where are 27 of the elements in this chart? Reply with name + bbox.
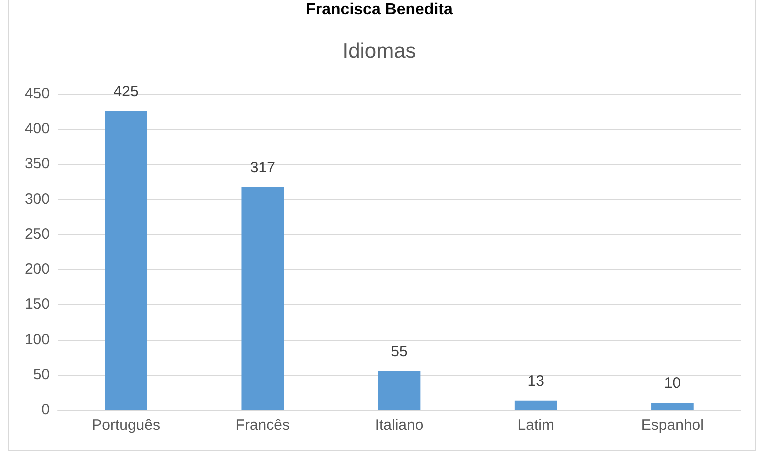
bar xyxy=(242,187,284,410)
y-tick-label: 200 xyxy=(24,261,50,278)
data-label: 13 xyxy=(528,372,544,390)
y-tick-label: 300 xyxy=(24,190,50,208)
bar xyxy=(105,112,148,410)
data-label: 10 xyxy=(664,374,682,392)
y-tick-label: 350 xyxy=(24,156,50,173)
y-tick-label: 450 xyxy=(24,86,50,102)
chart-title: Idiomas xyxy=(342,40,416,63)
y-tick-label: 0 xyxy=(42,402,50,418)
data-label: 317 xyxy=(250,159,276,176)
data-label: 425 xyxy=(114,84,139,101)
x-tick-label: Latim xyxy=(518,417,554,434)
x-tick-label: Italiano xyxy=(375,417,424,434)
x-tick-label: Espanhol xyxy=(641,417,704,434)
text: Francisca Benedita xyxy=(306,2,453,18)
data-label: 55 xyxy=(391,343,408,360)
bar xyxy=(378,371,421,410)
x-tick-label: Português xyxy=(92,417,160,434)
y-tick-label: 50 xyxy=(33,366,50,384)
bar xyxy=(652,402,694,410)
y-tick-label: 100 xyxy=(24,331,50,348)
x-tick-label: Francês xyxy=(236,417,290,434)
bar xyxy=(514,400,558,410)
y-tick-label: 400 xyxy=(24,120,50,138)
y-tick-label: 150 xyxy=(24,296,50,314)
y-tick-label: 250 xyxy=(24,226,50,243)
